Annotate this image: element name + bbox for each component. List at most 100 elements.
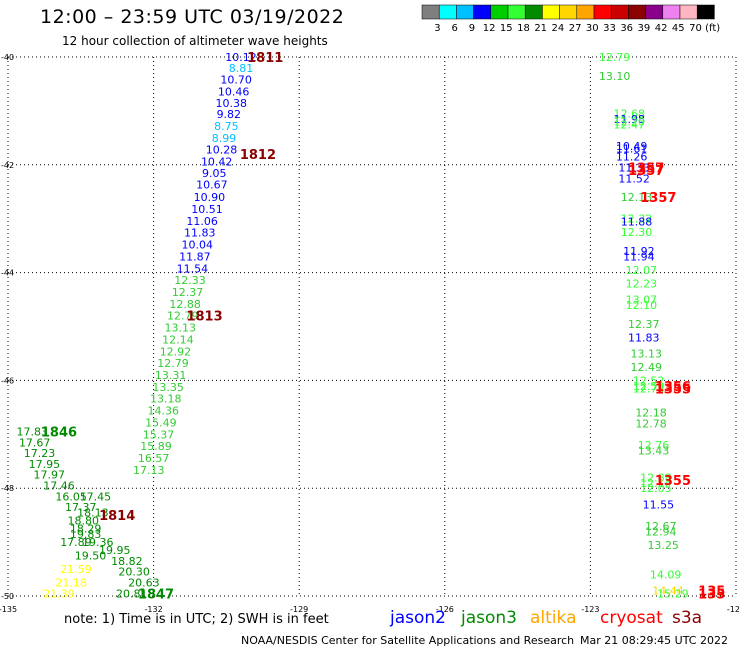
wave-height-value: 11.98 <box>613 113 645 126</box>
wave-height-value: 11.52 <box>618 172 650 185</box>
wave-height-value: 21.59 <box>60 563 92 576</box>
wave-height-value: 18.29 <box>70 523 102 536</box>
wave-height-value: 18.82 <box>111 555 143 568</box>
satellite-legend-item: s3a <box>672 608 703 628</box>
satellite-legend-item: altika <box>530 608 577 628</box>
x-tick-label: -123 <box>581 605 599 614</box>
color-swatch <box>456 4 474 20</box>
color-scale-legend: 3 6 9 12 15 18 21 24 27 30 33 36 39 42 45 70 (ft) <box>421 4 720 34</box>
pass-time-label: 1814 <box>99 509 135 524</box>
wave-height-value: 20.81 <box>116 587 148 600</box>
x-tick-label: -120 <box>727 605 740 614</box>
wave-height-value: 12.14 <box>640 477 672 490</box>
satellite-legend-item: jason2 <box>390 608 446 628</box>
color-scale-label: 18 <box>517 23 530 34</box>
color-scale-label: 27 <box>569 23 582 34</box>
wave-height-value: 11.33 <box>618 161 650 174</box>
pass-time-label: 1812 <box>240 148 276 163</box>
color-swatch <box>593 4 612 20</box>
wave-height-value: 17.46 <box>43 480 75 493</box>
wave-height-value: 13.13 <box>165 322 197 335</box>
chart-title: 12:00 – 23:59 UTC 03/19/2022 <box>40 6 345 28</box>
color-scale-label: (ft) <box>705 23 720 34</box>
wave-height-value: 13.10 <box>599 70 631 83</box>
wave-height-value: 10.28 <box>206 144 238 157</box>
wave-height-value: 12.68 <box>613 108 645 121</box>
wave-height-value: 12.47 <box>613 118 645 131</box>
color-scale-label: 42 <box>655 23 668 34</box>
wave-height-value: 10.51 <box>191 203 223 216</box>
wave-height-value: 12.76 <box>638 439 670 452</box>
wave-height-value: 17.13 <box>133 464 165 477</box>
satellite-legend-item: cryosat <box>600 608 663 628</box>
wave-height-value: 11.83 <box>628 331 660 344</box>
wave-height-value: 16.57 <box>138 452 170 465</box>
wave-height-value: 21.39 <box>43 587 75 600</box>
wave-height-value: 8.75 <box>214 120 239 133</box>
color-swatch <box>438 4 457 20</box>
wave-height-value: 12.07 <box>626 264 658 277</box>
wave-height-value: 20.30 <box>118 566 150 579</box>
wave-height-value: 17.45 <box>80 490 112 503</box>
wave-height-value: 19.50 <box>75 550 107 563</box>
pass-time-label: 135 <box>698 585 725 600</box>
wave-height-value: 13.35 <box>152 381 184 394</box>
color-swatch <box>645 4 664 20</box>
wave-height-value: 13.18 <box>150 393 182 406</box>
wave-height-value: 12.32 <box>621 213 653 226</box>
color-swatch <box>679 4 698 20</box>
color-scale-label: 12 <box>483 23 496 34</box>
wave-height-value: 13.43 <box>638 444 670 457</box>
wave-height-value: 12.67 <box>645 520 677 533</box>
wave-height-value: 17.67 <box>19 436 51 449</box>
wave-height-value: 12.59 <box>633 380 665 393</box>
wave-height-value: 12.05 <box>640 482 672 495</box>
wave-height-value: 10.90 <box>194 191 226 204</box>
wave-height-value: 18.13 <box>77 506 109 519</box>
wave-height-value: 12.79 <box>599 51 631 64</box>
wave-height-value: 11.87 <box>179 250 211 263</box>
wave-height-value: 13.25 <box>647 539 679 552</box>
wave-height-value: 12.10 <box>626 299 658 312</box>
wave-height-value: 13.31 <box>155 369 187 382</box>
color-scale-label: 33 <box>603 23 616 34</box>
wave-height-value: 17.95 <box>29 458 61 471</box>
pass-time-labels: 1811181218131814184618471357135713571356… <box>41 51 725 602</box>
wave-height-value: 8.99 <box>212 132 237 145</box>
wave-height-value: 15.37 <box>143 428 175 441</box>
wave-height-value: 12.92 <box>160 345 192 358</box>
color-scale-label: 24 <box>552 23 565 34</box>
wave-height-value: 10.70 <box>220 74 252 87</box>
y-tick-label: -50 <box>1 592 14 601</box>
y-tick-label: -40 <box>1 53 14 62</box>
pass-time-label: 1357 <box>628 164 664 179</box>
wave-height-value: 12.14 <box>162 333 194 346</box>
wave-height-value: 13.07 <box>626 294 658 307</box>
wave-height-value: 14.36 <box>148 405 180 418</box>
color-swatch <box>524 4 543 20</box>
color-scale-label: 3 <box>434 23 440 34</box>
pass-time-label: 1355 <box>655 382 691 397</box>
wave-height-value: 18.80 <box>67 515 99 528</box>
color-scale-label: 70 <box>689 23 702 34</box>
wave-height-value: 11.54 <box>177 262 209 275</box>
wave-height-value: 12.13 <box>621 191 653 204</box>
wave-height-value: 12.78 <box>635 418 667 431</box>
wave-height-value: 21.18 <box>55 577 87 590</box>
wave-height-value: 8.81 <box>229 62 254 75</box>
wave-height-value: 12.37 <box>172 286 204 299</box>
wave-height-value: 11.88 <box>621 215 653 228</box>
wave-height-value: 12.30 <box>621 226 653 239</box>
pass-time-label: 1357 <box>628 161 664 176</box>
x-tick-label: -135 <box>0 605 17 614</box>
wave-height-value: 12.52 <box>633 374 665 387</box>
color-swatch <box>542 4 560 20</box>
wave-height-value: 12.20 <box>613 116 645 129</box>
color-swatch <box>421 4 440 20</box>
wave-height-value: 11.26 <box>616 151 648 164</box>
plot-grid <box>7 56 737 597</box>
wave-height-value: 10.42 <box>201 156 233 169</box>
wave-height-value: 12.94 <box>645 525 677 538</box>
wave-height-value: 12.23 <box>626 277 658 290</box>
